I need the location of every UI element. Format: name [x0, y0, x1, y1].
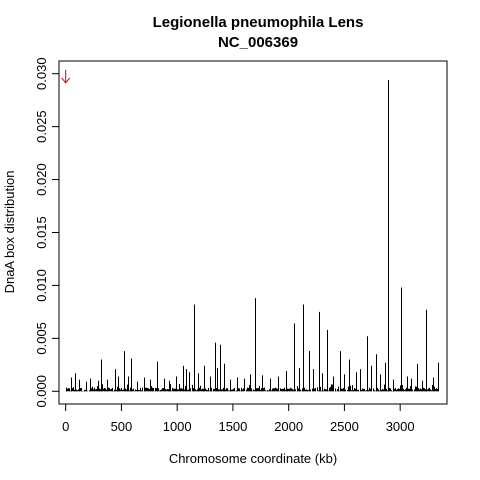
x-tick-label: 1500 — [218, 419, 247, 434]
chart-title: Legionella pneumophila Lens — [153, 14, 364, 31]
arrow-head — [61, 77, 71, 84]
x-tick-label: 500 — [111, 419, 133, 434]
x-axis: 0 500 1000 1500 2000 2500 3000 — [62, 403, 415, 434]
origin-marker — [61, 69, 71, 84]
y-tick-label: 0.005 — [34, 322, 49, 355]
x-tick-label: 3000 — [386, 419, 415, 434]
y-axis-label: DnaA box distribution — [2, 171, 17, 294]
chart-subtitle: NC_006369 — [218, 34, 298, 51]
y-tick-label: 0.020 — [34, 163, 49, 196]
y-tick-label: 0.000 — [34, 375, 49, 408]
x-tick-label: 1000 — [163, 419, 192, 434]
y-tick-label: 0.010 — [34, 269, 49, 302]
y-tick-label: 0.025 — [34, 110, 49, 143]
y-tick-label: 0.030 — [34, 57, 49, 90]
y-tick-label: 0.015 — [34, 216, 49, 249]
bar-series — [66, 80, 439, 392]
x-tick-label: 2500 — [330, 419, 359, 434]
x-tick-label: 2000 — [274, 419, 303, 434]
x-axis-label: Chromosome coordinate (kb) — [169, 451, 337, 466]
x-tick-label: 0 — [62, 419, 69, 434]
y-axis: 0.000 0.005 0.010 0.015 0.020 0.025 0.030 — [34, 57, 60, 408]
